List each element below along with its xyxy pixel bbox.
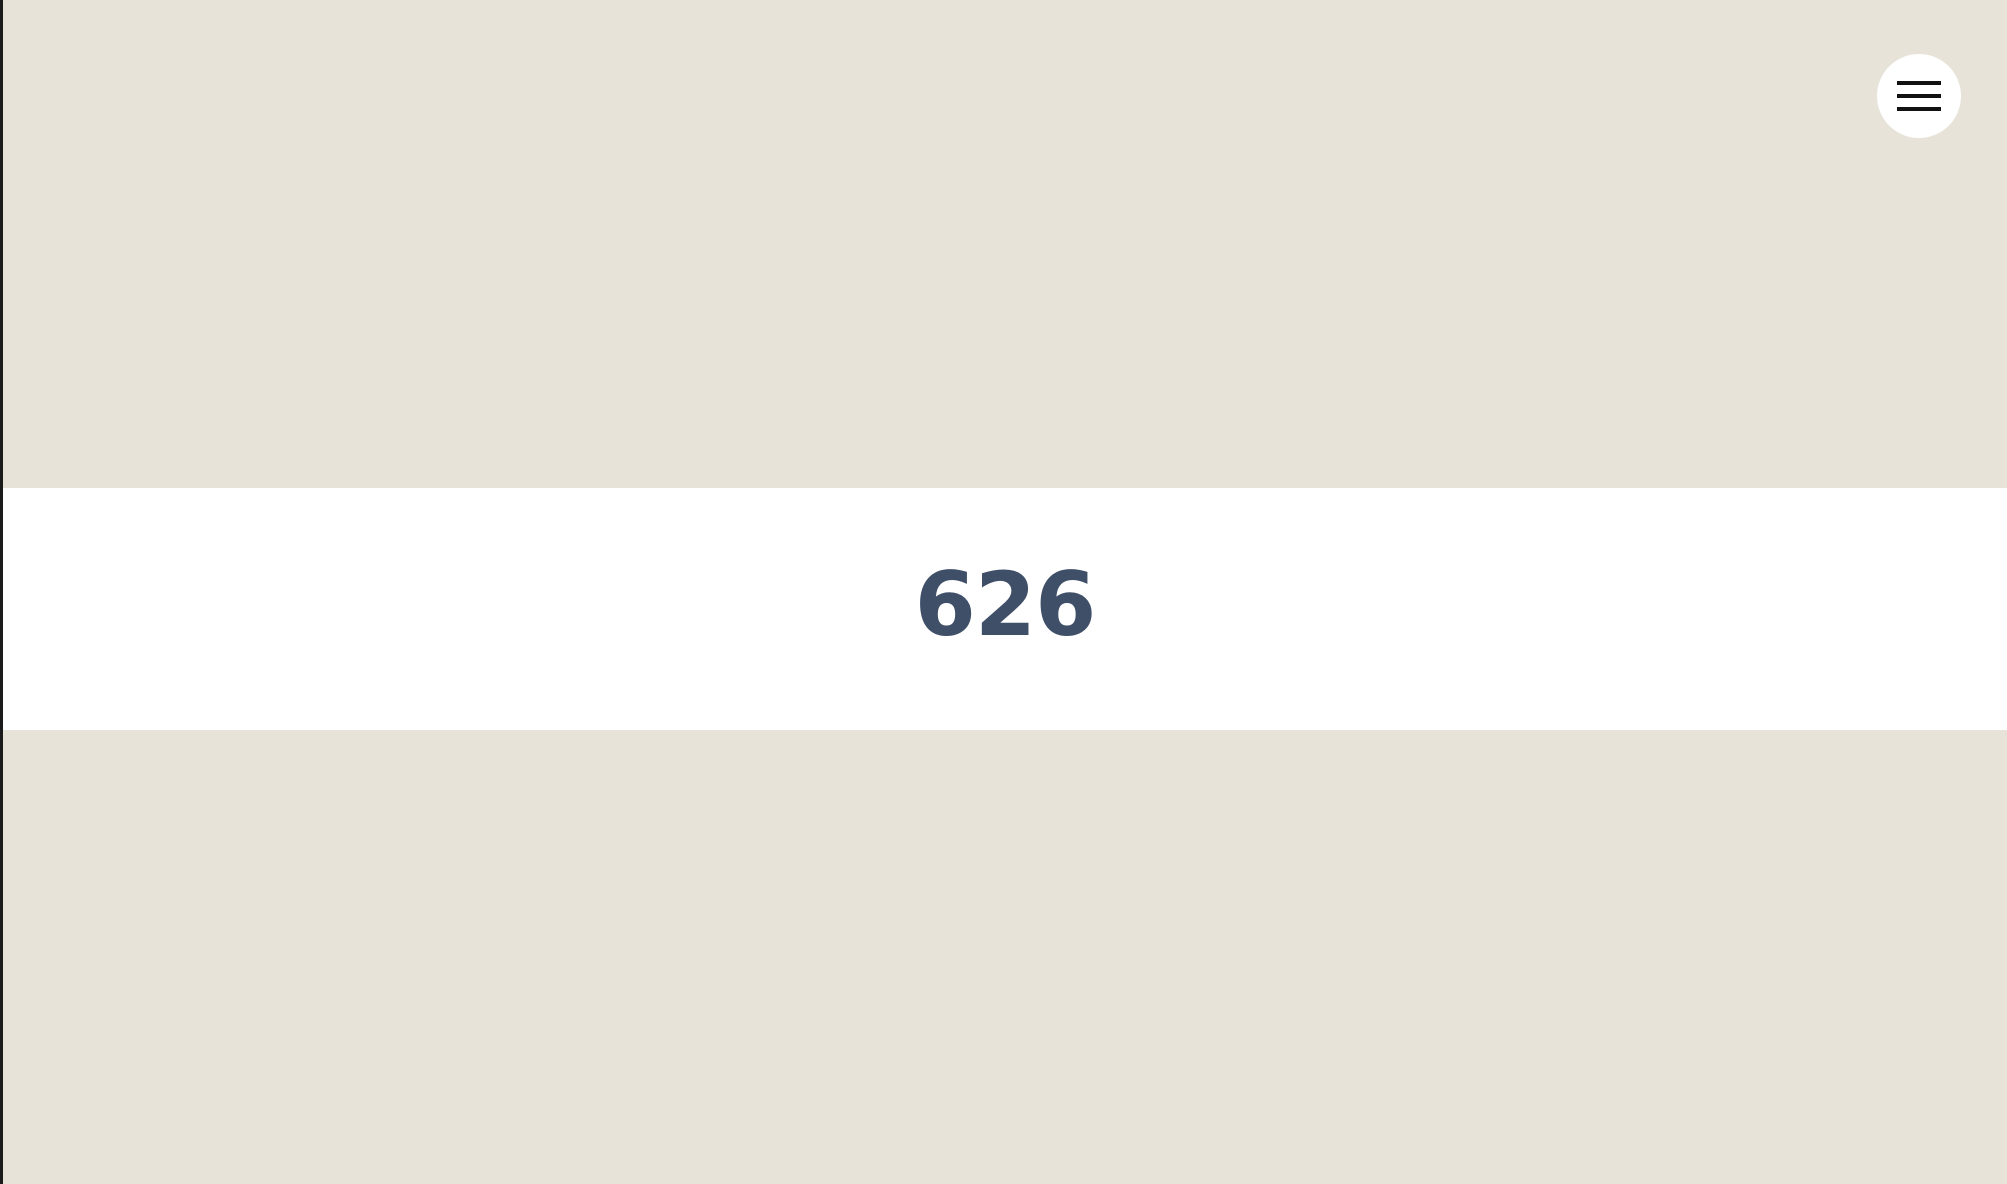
bottom-background-band [3,730,2007,1184]
left-border [0,0,3,1184]
top-background-band [3,0,2007,488]
menu-button[interactable] [1877,54,1961,138]
menu-icon-line-top [1897,81,1941,85]
menu-icon-line-bottom [1897,107,1941,111]
number-strip: 626 [3,488,2007,730]
big-number: 626 [914,553,1097,656]
menu-icon-line-middle [1897,94,1941,98]
hamburger-menu-icon [1897,81,1941,111]
